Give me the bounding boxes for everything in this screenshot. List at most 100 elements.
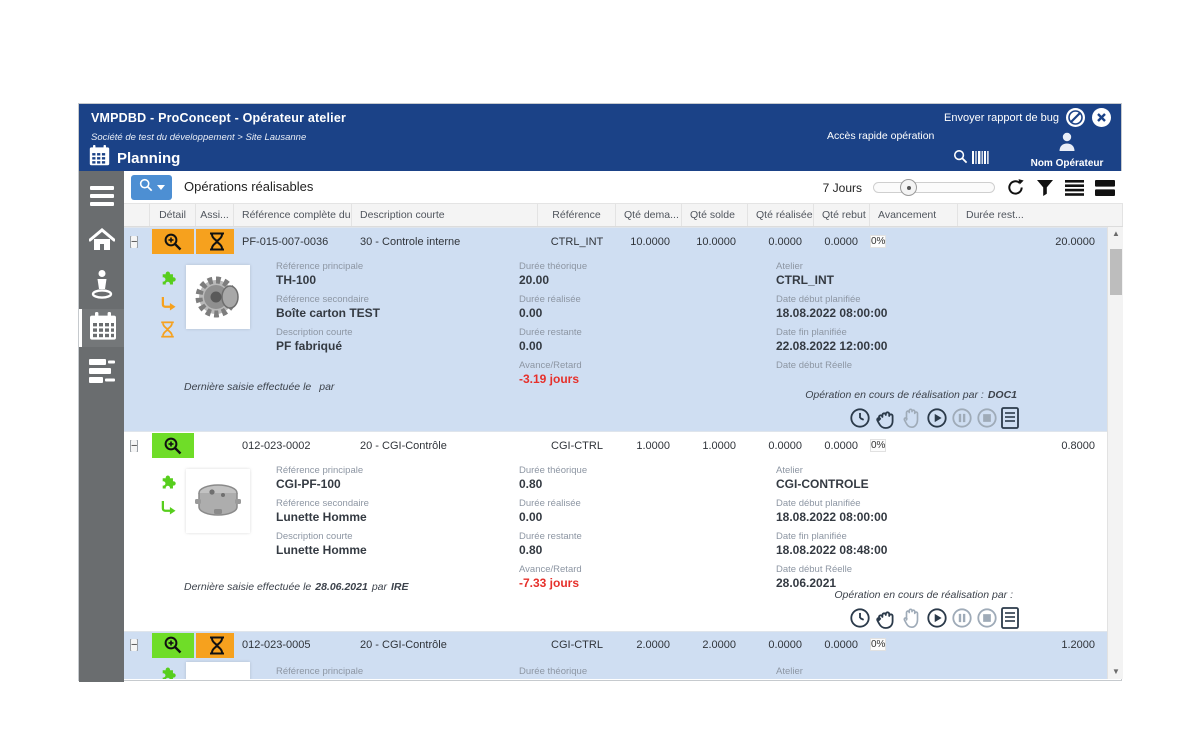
table-row[interactable]: − 012-023-0005 20 - CGI-Contrôle CGI-CTR… <box>124 631 1107 679</box>
collapse-button[interactable]: − <box>130 439 139 452</box>
pause-icon[interactable] <box>951 407 973 429</box>
clock-icon[interactable] <box>849 407 871 429</box>
hand-grab-icon[interactable] <box>874 607 898 629</box>
collapse-button[interactable]: − <box>130 639 139 651</box>
report-icon[interactable] <box>1001 407 1019 429</box>
table-row[interactable]: − 012-023-0002 20 - CGI-Contrôle CGI-CTR… <box>124 431 1107 631</box>
done-duration: 0.00 <box>519 510 543 524</box>
stop-icon[interactable] <box>976 607 998 629</box>
field-label: Date début Réelle <box>776 564 853 575</box>
operations-list: − PF-015-007-0036 30 - Controle interne … <box>124 227 1107 679</box>
sidebar-item-operator[interactable] <box>79 267 124 305</box>
in-progress-note: Opération en cours de réalisation par :D… <box>805 389 1017 401</box>
play-icon[interactable] <box>926 407 948 429</box>
field-label: Référence principale <box>276 261 364 272</box>
theoretical-duration: 0.80 <box>519 477 543 491</box>
field-label: Durée réalisée <box>519 498 581 509</box>
refresh-icon[interactable] <box>1006 178 1025 197</box>
field-label: Atelier <box>776 465 803 476</box>
list-view-icon[interactable] <box>1065 179 1084 196</box>
hand-open-icon[interactable] <box>901 407 923 429</box>
detail-zoom-button[interactable] <box>152 632 194 658</box>
field-label: Référence secondaire <box>276 498 369 509</box>
menu-icon[interactable] <box>79 177 124 215</box>
product-image <box>186 265 250 329</box>
assign-hourglass-button[interactable] <box>196 229 234 254</box>
column-header-qty-requested[interactable]: Qté dema... <box>616 204 682 226</box>
component-puzzle-icon[interactable] <box>160 664 178 679</box>
component-puzzle-icon[interactable] <box>160 472 178 495</box>
scroll-down-icon[interactable]: ▼ <box>1112 667 1120 676</box>
operator-menu[interactable]: Nom Opérateur <box>1027 131 1107 169</box>
column-header-detail[interactable]: Détail <box>150 204 196 226</box>
component-puzzle-icon[interactable] <box>160 268 178 291</box>
sidebar-item-planning[interactable] <box>79 309 124 347</box>
sidebar <box>79 171 124 682</box>
field-label: Référence principale <box>276 666 364 677</box>
scroll-up-icon[interactable]: ▲ <box>1112 229 1120 238</box>
operation-description: 20 - CGI-Contrôle <box>360 439 447 452</box>
report-icon[interactable] <box>1001 607 1019 629</box>
operation-detail-panel: Référence principale Durée théorique Ate… <box>124 658 1107 679</box>
lot-reference: 012-023-0002 <box>242 439 311 452</box>
hand-open-icon[interactable] <box>901 607 923 629</box>
planned-start-value: 18.08.2022 08:00:00 <box>776 306 888 320</box>
vertical-scrollbar[interactable]: ▲ ▼ <box>1107 227 1123 679</box>
remaining-duration-detail: 0.80 <box>519 543 543 557</box>
calendar-icon <box>89 311 117 345</box>
field-label: Date début Réelle <box>776 360 853 371</box>
field-label: Date début planifiée <box>776 294 861 305</box>
table-header: Détail Assi... Référence complète du lot… <box>124 204 1123 227</box>
play-icon[interactable] <box>926 607 948 629</box>
sidebar-item-queues[interactable] <box>79 354 124 392</box>
assign-hourglass-button[interactable] <box>196 632 234 658</box>
operation-detail-panel: Référence principale CGI-PF-100 Référence… <box>124 459 1107 631</box>
search-dropdown-button[interactable] <box>131 175 172 200</box>
workshop-value: CTRL_INT <box>776 273 834 287</box>
column-header-qty-balance[interactable]: Qté solde <box>682 204 748 226</box>
detail-zoom-button[interactable] <box>152 433 194 458</box>
branch-arrow-icon[interactable] <box>160 500 178 520</box>
field-label: Atelier <box>776 666 803 677</box>
collapse-button[interactable]: − <box>130 235 139 248</box>
actual-start-value: 28.06.2021 <box>776 576 837 590</box>
qty-balance: 2.0000 <box>702 639 736 651</box>
detail-zoom-button[interactable] <box>152 229 194 254</box>
column-header <box>124 204 150 226</box>
period-slider[interactable] <box>873 179 995 196</box>
field-label: Date fin planifiée <box>776 327 847 338</box>
bug-report-link[interactable]: Envoyer rapport de bug <box>944 111 1059 124</box>
quick-access-label: Accès rapide opération <box>827 130 935 142</box>
column-header-qty-done[interactable]: Qté réalisée <box>748 204 814 226</box>
clock-icon[interactable] <box>849 607 871 629</box>
field-label: Description courte <box>276 531 353 542</box>
field-label: Date fin planifiée <box>776 531 847 542</box>
pause-icon[interactable] <box>951 607 973 629</box>
lot-reference: PF-015-007-0036 <box>242 235 329 248</box>
hourglass-icon[interactable] <box>160 321 178 343</box>
disable-icon[interactable] <box>1066 108 1085 127</box>
hand-grab-icon[interactable] <box>874 407 898 429</box>
slider-thumb[interactable] <box>900 179 918 196</box>
column-header-qty-scrap[interactable]: Qté rebut <box>814 204 870 226</box>
qty-requested: 2.0000 <box>636 639 670 651</box>
quick-access-input[interactable] <box>827 149 989 172</box>
column-header-remaining[interactable]: Durée rest... <box>958 204 1123 226</box>
branch-arrow-icon[interactable] <box>160 296 178 316</box>
table-row[interactable]: − PF-015-007-0036 30 - Controle interne … <box>124 227 1107 431</box>
compact-view-icon[interactable] <box>1095 179 1115 196</box>
column-header-lot[interactable]: Référence complète du lot <box>234 204 352 226</box>
planned-end-value: 22.08.2022 12:00:00 <box>776 339 888 353</box>
scrollbar-thumb[interactable] <box>1110 249 1122 295</box>
column-header-progress[interactable]: Avancement <box>870 204 958 226</box>
close-icon[interactable] <box>1092 108 1111 127</box>
filter-icon[interactable] <box>1036 179 1054 197</box>
sidebar-item-home[interactable] <box>79 223 124 261</box>
column-header-reference[interactable]: Référence <box>538 204 616 226</box>
column-header-description[interactable]: Description courte <box>352 204 538 226</box>
planning-queue-icon <box>88 358 116 389</box>
stop-icon[interactable] <box>976 407 998 429</box>
toolbar: Opérations réalisables 7 Jours <box>124 171 1123 204</box>
in-progress-note: Opération en cours de réalisation par : <box>834 589 1013 601</box>
column-header-assign[interactable]: Assi... <box>196 204 234 226</box>
